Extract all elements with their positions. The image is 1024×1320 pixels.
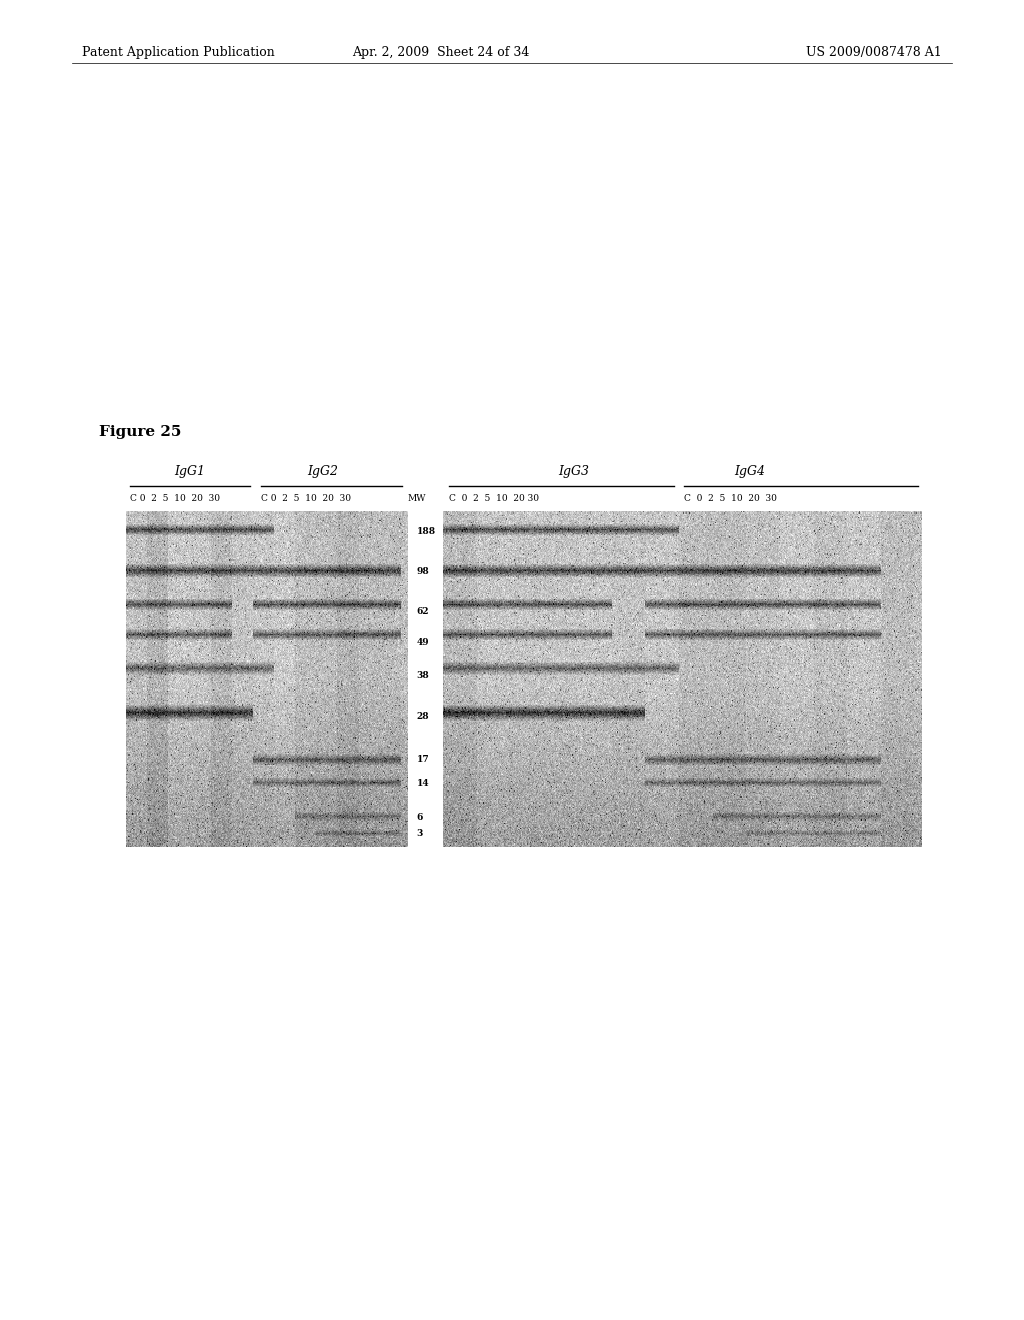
Text: C  0  2  5  10  20  30: C 0 2 5 10 20 30 bbox=[684, 495, 777, 503]
Text: Figure 25: Figure 25 bbox=[99, 425, 181, 438]
Text: IgG4: IgG4 bbox=[734, 465, 765, 478]
Text: C 0  2  5  10  20  30: C 0 2 5 10 20 30 bbox=[130, 495, 220, 503]
Text: 38: 38 bbox=[417, 672, 429, 680]
Text: MW: MW bbox=[408, 495, 426, 503]
Text: IgG2: IgG2 bbox=[307, 465, 338, 478]
Text: 14: 14 bbox=[417, 779, 429, 788]
Text: Patent Application Publication: Patent Application Publication bbox=[82, 46, 274, 59]
Text: 188: 188 bbox=[417, 527, 436, 536]
Text: Apr. 2, 2009  Sheet 24 of 34: Apr. 2, 2009 Sheet 24 of 34 bbox=[351, 46, 529, 59]
Text: 62: 62 bbox=[417, 607, 429, 616]
Text: IgG3: IgG3 bbox=[558, 465, 589, 478]
Text: 28: 28 bbox=[417, 711, 429, 721]
Text: 3: 3 bbox=[417, 829, 423, 838]
Text: US 2009/0087478 A1: US 2009/0087478 A1 bbox=[806, 46, 942, 59]
Text: C  0  2  5  10  20 30: C 0 2 5 10 20 30 bbox=[449, 495, 539, 503]
Text: 49: 49 bbox=[417, 638, 429, 647]
Text: 6: 6 bbox=[417, 813, 423, 821]
Text: C 0  2  5  10  20  30: C 0 2 5 10 20 30 bbox=[261, 495, 351, 503]
Text: 98: 98 bbox=[417, 566, 429, 576]
Text: IgG1: IgG1 bbox=[174, 465, 205, 478]
Text: 17: 17 bbox=[417, 755, 429, 764]
